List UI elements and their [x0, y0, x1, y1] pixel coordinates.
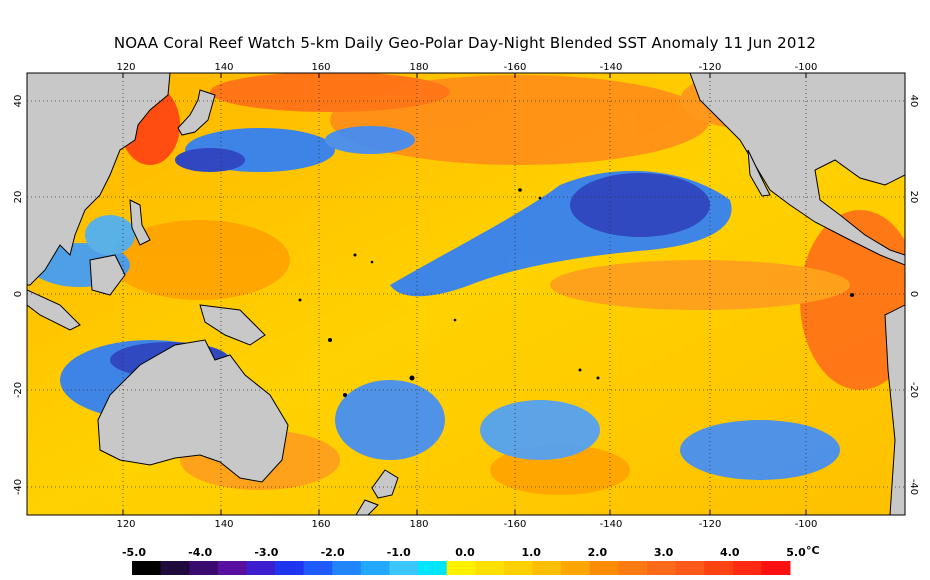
lat-label: -20: [908, 382, 919, 398]
lat-label: 20: [13, 191, 24, 204]
lon-labels-top: 120 140 160 180 -160 -140 -120 -100: [116, 62, 817, 73]
lon-label: -160: [504, 62, 527, 73]
lon-label: -120: [699, 62, 722, 73]
lon-label: 160: [311, 62, 330, 73]
land-sumatra: [27, 289, 81, 331]
warm-anomaly-regions: [110, 73, 905, 495]
land-asia: [27, 73, 171, 286]
land-philippines: [129, 199, 151, 246]
tick-marks: [122, 73, 807, 515]
lat-label: 40: [908, 95, 919, 108]
map-frame: [26, 72, 906, 516]
map-title: NOAA Coral Reef Watch 5-km Daily Geo-Pol…: [113, 34, 817, 52]
land-masses: [27, 73, 905, 515]
lat-label: -40: [908, 479, 919, 495]
land-australia: [97, 339, 289, 483]
lat-label: 40: [13, 95, 24, 108]
island-specks: [298, 188, 854, 397]
lon-label: 180: [409, 519, 428, 530]
lon-label: 120: [116, 62, 135, 73]
land-japan: [177, 89, 216, 136]
lon-label: -160: [504, 519, 527, 530]
lon-label: 120: [116, 519, 135, 530]
lon-label: -140: [600, 62, 623, 73]
lat-label: 0: [13, 291, 24, 297]
lon-label: -120: [699, 519, 722, 530]
lat-label: -20: [13, 382, 24, 398]
lon-label: 180: [409, 62, 428, 73]
graticule: [27, 73, 905, 515]
lon-label: -100: [795, 62, 818, 73]
lon-labels-bottom: 120 140 160 180 -160 -140 -120 -100: [116, 519, 817, 530]
lon-label: 140: [214, 519, 233, 530]
lat-label: 0: [908, 291, 919, 297]
lon-label: 160: [311, 519, 330, 530]
lat-labels-right: 40 20 0 -20 -40: [908, 95, 919, 496]
lon-label: -100: [795, 519, 818, 530]
land-new-zealand: [371, 469, 399, 499]
lat-label: -40: [13, 479, 24, 495]
land-borneo: [89, 254, 126, 296]
lon-label: 140: [214, 62, 233, 73]
lat-labels-left: 40 20 0 -20 -40: [13, 95, 24, 496]
lon-label: -140: [600, 519, 623, 530]
lat-label: 20: [908, 191, 919, 204]
land-new-guinea: [199, 304, 266, 346]
